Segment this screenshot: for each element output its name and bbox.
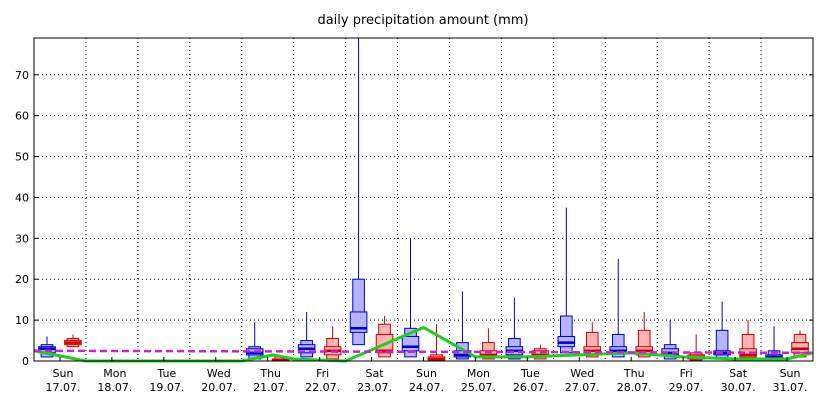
x-date-label: 18.07. [97,381,132,394]
x-day-label: Fri [316,367,329,380]
blue-box-outer [560,315,573,354]
x-day-label: Tue [156,367,176,380]
red-box [635,311,654,358]
x-day-label: Mon [467,367,490,380]
blue-box [765,326,783,361]
blue-box [557,207,576,354]
x-date-label: 29.07. [669,381,704,394]
x-day-label: Sun [416,367,437,380]
x-date-label: 20.07. [201,381,236,394]
x-day-label: Mon [103,367,126,380]
y-tick-label: 20 [15,273,29,286]
y-tick-label: 50 [15,151,29,164]
x-date-label: 17.07. [45,381,80,394]
x-day-label: Wed [207,367,231,380]
blue-box [609,258,628,358]
y-axis-ticks: 0 10 20 30 40 50 60 70 [15,69,813,368]
blue-box [401,238,420,358]
red-box [64,334,82,348]
blue-box-inner [401,335,420,352]
x-day-label: Fri [680,367,693,380]
x-date-label: 30.07. [721,381,756,394]
x-day-label: Sun [52,367,73,380]
y-tick-label: 30 [15,232,29,245]
x-day-label: Thu [623,367,645,380]
y-tick-label: 70 [15,69,29,82]
y-tick-label: 40 [15,191,29,204]
blue-box [297,311,316,358]
x-axis-labels: Sun17.07.Mon18.07.Tue19.07.Wed20.07.Thu2… [45,357,808,394]
magenta-line [33,349,814,355]
x-date-label: 23.07. [357,381,392,394]
x-day-label: Tue [520,367,540,380]
x-date-label: 24.07. [409,381,444,394]
x-date-label: 31.07. [773,381,808,394]
red-box [791,330,809,358]
x-date-label: 26.07. [513,381,548,394]
y-tick-label: 0 [22,355,29,368]
x-day-label: Sun [780,367,801,380]
x-day-label: Wed [570,367,594,380]
x-day-label: Sat [366,367,385,380]
blue-box [349,38,368,346]
red-box-outer [585,331,599,358]
x-date-label: 28.07. [617,381,652,394]
red-box [479,328,498,360]
red-box [583,322,602,358]
red-box [427,324,446,362]
y-tick-label: 60 [15,110,29,123]
blue-box-outer [611,333,625,358]
red-box-outer [637,329,651,358]
blue-box [713,301,731,360]
x-date-label: 25.07. [461,381,496,394]
x-date-label: 27.07. [565,381,600,394]
y-tick-label: 10 [15,314,29,327]
x-date-label: 22.07. [305,381,340,394]
x-date-label: 21.07. [253,381,288,394]
plot-frame [33,37,814,362]
x-day-label: Thu [259,367,281,380]
grid-lines [34,38,813,361]
red-box [323,326,342,360]
blue-box [245,322,264,360]
blue-box [505,297,524,360]
x-day-label: Sat [729,367,748,380]
series-layer [33,38,814,363]
chart-title: daily precipitation amount (mm) [317,13,528,28]
x-date-label: 19.07. [149,381,184,394]
